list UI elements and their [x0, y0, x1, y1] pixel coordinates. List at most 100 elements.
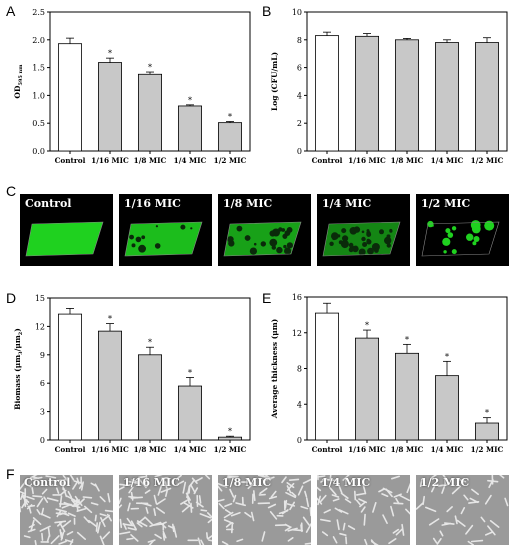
significance-mark: * — [108, 315, 112, 324]
biofilm-void — [272, 245, 276, 249]
panel-letter-c: C — [6, 183, 16, 199]
bacterial-cell — [49, 528, 50, 536]
bacterial-cell — [48, 498, 58, 501]
chart-a: 0.0 0.5 1.0 1.5 2.0 2.5 Control * 1/16 MIC * 1/8 M… — [0, 0, 257, 175]
bacterial-cell — [145, 517, 152, 524]
biofilm-void — [349, 243, 354, 248]
bacterial-cell — [488, 481, 498, 482]
bacterial-cell — [282, 477, 286, 482]
bacterial-cell — [34, 518, 41, 524]
biofilm-void — [269, 239, 277, 247]
significance-mark: * — [228, 113, 232, 122]
biofilm-void — [384, 237, 391, 244]
bacterial-cell — [299, 486, 303, 495]
biofilm-void — [227, 236, 233, 242]
biofilm-void — [355, 246, 357, 248]
bacterial-cell — [285, 525, 290, 528]
bacterial-cell — [67, 532, 72, 535]
significance-mark: * — [188, 96, 192, 105]
y-tick-label: 8 — [297, 365, 302, 374]
bacterial-cell — [321, 520, 330, 522]
x-tick-label: 1/8 MIC — [391, 445, 424, 454]
x-tick-label: 1/8 MIC — [134, 445, 167, 454]
biofilm-void — [361, 237, 365, 241]
bacterial-cell — [59, 541, 66, 544]
bar — [355, 338, 378, 440]
biofilm-void — [141, 235, 145, 239]
bacterial-cell — [230, 490, 234, 497]
bacterial-cell — [189, 486, 190, 493]
bacterial-cell — [120, 532, 130, 534]
bar — [315, 36, 338, 151]
bacterial-cell — [340, 534, 346, 536]
bacterial-cell — [154, 509, 155, 515]
x-tick-label: Control — [312, 445, 343, 454]
bacterial-cell — [252, 513, 254, 521]
y-tick-label: 0 — [297, 147, 302, 156]
bacterial-cell — [254, 491, 255, 500]
bacterial-cell — [51, 536, 59, 543]
x-tick-label: 1/16 MIC — [348, 156, 386, 165]
bacterial-cell — [382, 494, 388, 496]
bacterial-cell — [434, 539, 437, 543]
bacterial-cell — [226, 510, 232, 514]
bacterial-cell — [344, 524, 345, 530]
y-tick-label: 1.5 — [32, 64, 45, 73]
bacterial-cell — [391, 507, 394, 516]
biofilm-void — [329, 242, 333, 246]
bacterial-cell — [245, 513, 251, 517]
bacterial-cell — [218, 500, 224, 502]
x-tick-label: 1/4 MIC — [431, 156, 464, 165]
biofilm-void — [284, 236, 287, 239]
biofilm-void — [379, 229, 384, 234]
bacterial-cell — [100, 514, 106, 516]
bacterial-cell — [43, 490, 47, 494]
bacterial-cell — [402, 525, 404, 535]
bacterial-cell — [305, 492, 307, 497]
bacterial-cell — [260, 489, 267, 494]
bacterial-cell — [223, 542, 228, 545]
significance-mark: * — [148, 63, 152, 72]
bacterial-cell — [262, 532, 264, 541]
biofilm-patch — [466, 234, 473, 241]
y-tick-label: 12 — [35, 322, 45, 331]
y-tick-label: 4 — [297, 400, 302, 409]
biofilm-void — [156, 225, 158, 227]
bar — [98, 63, 121, 151]
bacterial-cell — [127, 539, 133, 540]
bacterial-cell — [73, 481, 78, 489]
x-tick-label: Control — [55, 445, 86, 454]
sem-tile: 1/8 MIC — [218, 475, 311, 545]
sem-tile: 1/4 MIC — [317, 475, 410, 545]
sem-tile: 1/2 MIC — [416, 475, 509, 545]
biofilm-patch — [442, 238, 450, 246]
biofilm-void — [138, 245, 146, 253]
biofilm-void — [359, 249, 366, 256]
significance-mark: * — [445, 352, 449, 361]
bar — [475, 43, 498, 151]
bacterial-cell — [362, 507, 365, 512]
y-tick-label: 4 — [297, 91, 302, 100]
y-axis-label: Biomass (μm3/μm2) — [13, 328, 24, 410]
biofilm-void — [254, 243, 257, 246]
bacterial-cell — [146, 490, 150, 493]
bacterial-cell — [400, 495, 410, 500]
bacterial-cell — [227, 523, 232, 527]
y-tick-label: 3 — [40, 408, 45, 417]
bacterial-cell — [346, 499, 351, 502]
bacterial-cell — [129, 497, 137, 498]
clsm-tile: Control — [20, 194, 113, 266]
significance-mark: * — [405, 335, 409, 344]
y-axis-label-mid: /μm — [13, 335, 22, 351]
bacterial-cell — [271, 512, 277, 519]
bacterial-cell — [25, 536, 30, 537]
clsm-tile-label: 1/8 MIC — [223, 197, 272, 210]
bacterial-cell — [196, 478, 202, 481]
biofilm-void — [281, 228, 285, 232]
bacterial-cell — [269, 505, 276, 508]
y-tick-label: 8 — [297, 36, 302, 45]
x-tick-label: 1/2 MIC — [471, 156, 504, 165]
bacterial-cell — [60, 496, 61, 506]
bacterial-cell — [364, 515, 365, 525]
